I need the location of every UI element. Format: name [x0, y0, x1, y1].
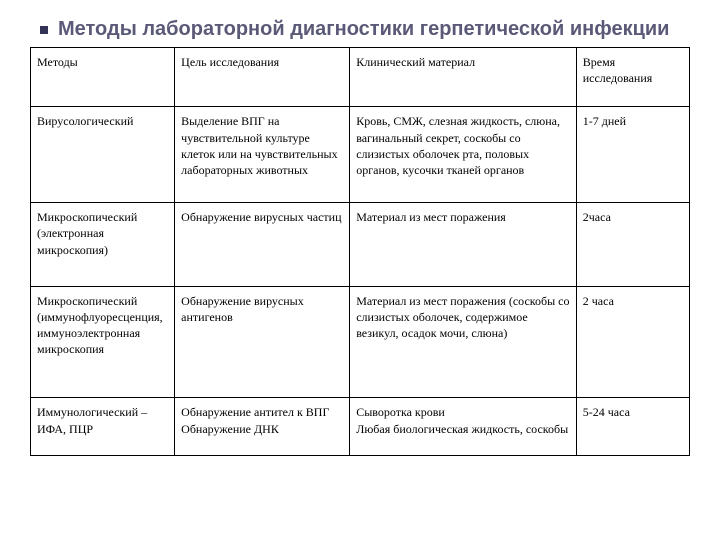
cell-time: 5-24 часа — [576, 398, 689, 455]
table-row: Микроскопический (иммунофлуоресценция, и… — [31, 286, 690, 398]
table-row: Иммунологический – ИФА, ПЦР Обнаружение … — [31, 398, 690, 455]
bullet-icon — [40, 26, 48, 34]
cell-time: 2 часа — [576, 286, 689, 398]
table-row: Микроскопический (электронная микроскопи… — [31, 203, 690, 287]
title-text: Методы лабораторной диагностики герпетич… — [58, 18, 669, 40]
cell-time: 1-7 дней — [576, 107, 689, 203]
cell-method: Иммунологический – ИФА, ПЦР — [31, 398, 175, 455]
col-header-material: Клинический материал — [350, 48, 577, 107]
cell-goal: Выделение ВПГ на чувствительной культуре… — [175, 107, 350, 203]
slide-title: Методы лабораторной диагностики герпетич… — [40, 18, 690, 41]
cell-material: Кровь, СМЖ, слезная жидкость, слюна, ваг… — [350, 107, 577, 203]
cell-goal: Обнаружение вирусных антигенов — [175, 286, 350, 398]
col-header-goal: Цель исследования — [175, 48, 350, 107]
cell-goal: Обнаружение вирусных частиц — [175, 203, 350, 287]
material-line1: Сыворотка крови — [356, 404, 570, 420]
goal-line2: Обнаружение ДНК — [181, 421, 343, 437]
cell-method: Микроскопический (иммунофлуоресценция, и… — [31, 286, 175, 398]
goal-line1: Обнаружение антител к ВПГ — [181, 404, 343, 420]
cell-method: Вирусологический — [31, 107, 175, 203]
col-header-time: Время исследования — [576, 48, 689, 107]
cell-method: Микроскопический (электронная микроскопи… — [31, 203, 175, 287]
table-header-row: Методы Цель исследования Клинический мат… — [31, 48, 690, 107]
col-header-methods: Методы — [31, 48, 175, 107]
cell-material: Материал из мест поражения (соскобы со с… — [350, 286, 577, 398]
cell-material: Материал из мест поражения — [350, 203, 577, 287]
cell-goal: Обнаружение антител к ВПГ Обнаружение ДН… — [175, 398, 350, 455]
table-row: Вирусологический Выделение ВПГ на чувств… — [31, 107, 690, 203]
cell-time: 2часа — [576, 203, 689, 287]
material-line2: Любая биологическая жидкость, соскобы — [356, 421, 570, 437]
methods-table: Методы Цель исследования Клинический мат… — [30, 47, 690, 456]
cell-material: Сыворотка крови Любая биологическая жидк… — [350, 398, 577, 455]
